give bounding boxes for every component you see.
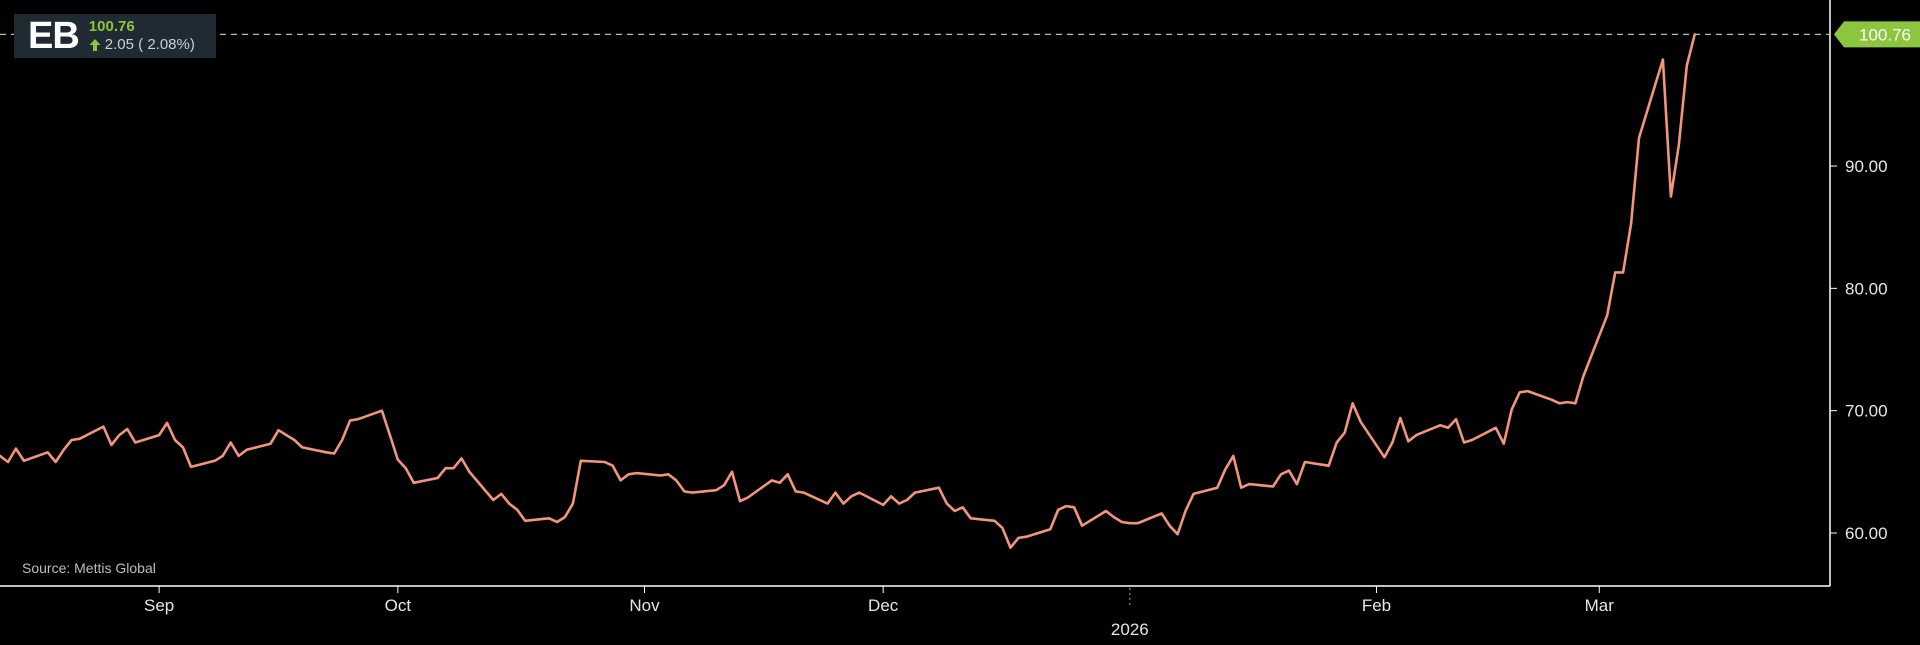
ticker-price: 100.76	[88, 18, 135, 35]
source-label: Source: Mettis Global	[22, 560, 156, 576]
up-arrow-icon	[89, 39, 101, 51]
price-tag-label: 100.76	[1859, 25, 1911, 44]
y-tick-label: 90.00	[1845, 157, 1888, 176]
price-tag-layer: 100.76	[1834, 21, 1920, 48]
y-tick-label: 70.00	[1845, 402, 1888, 421]
ticker-change: 2.05 ( 2.08%)	[89, 36, 195, 54]
x-tick-label: Oct	[385, 596, 412, 615]
x-tick-label: Nov	[629, 596, 660, 615]
x-tick-label-year: 2026	[1111, 620, 1149, 639]
axis-layer: 60.00 70.00 80.00 90.00 Sep Oct Nov Dec 2026 Feb M…	[0, 0, 1888, 639]
y-tick-label: 80.00	[1845, 279, 1888, 298]
price-tag-badge	[1834, 21, 1920, 48]
ticker-values: 100.76 2.05 ( 2.08%)	[89, 18, 195, 54]
x-tick-label: Sep	[144, 596, 174, 615]
y-tick-label: 60.00	[1845, 524, 1888, 543]
x-tick-label: Dec	[868, 596, 899, 615]
x-tick-label: Feb	[1362, 596, 1391, 615]
ticker-box: EB 100.76 2.05 ( 2.08%)	[14, 14, 216, 58]
price-series-line	[0, 33, 1696, 549]
ticker-change-value: 2.05 ( 2.08%)	[104, 36, 195, 53]
ticker-symbol: EB	[28, 15, 80, 57]
line-layer	[0, 33, 1696, 549]
x-tick-label: Mar	[1585, 596, 1615, 615]
